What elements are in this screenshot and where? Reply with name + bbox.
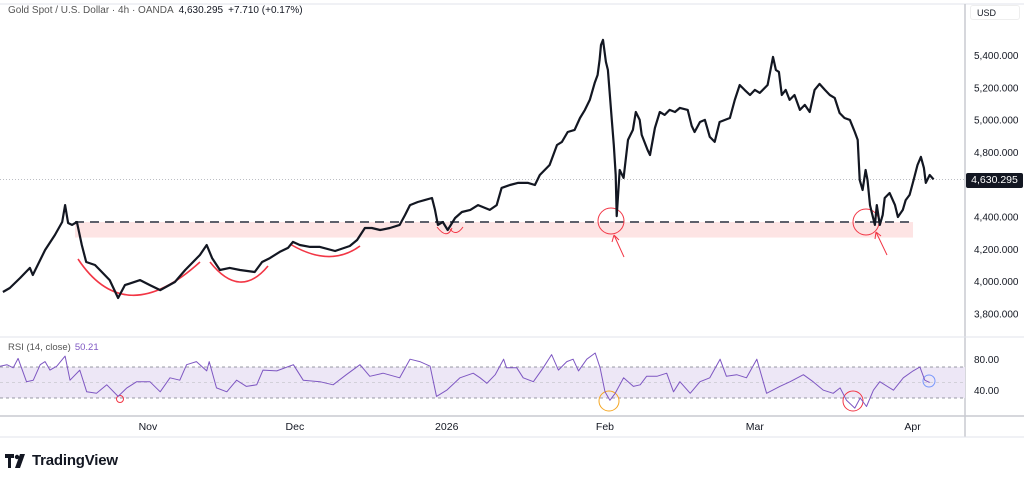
- rsi-band: [0, 366, 965, 399]
- last-price-tag: 4,630.295: [966, 173, 1023, 188]
- price-axis-ticks[interactable]: 5,400.000 5,200.000 5,000.000 4,800.000 4,40…: [974, 51, 1019, 321]
- rsi-series[interactable]: [0, 352, 930, 409]
- rsi-axis-ticks: 80.00 40.00: [974, 355, 999, 397]
- price-series[interactable]: [2, 38, 935, 300]
- currency-button[interactable]: USD: [970, 5, 1020, 20]
- cup-arc-1: [77, 258, 201, 296]
- rsi-circle-feb: [598, 390, 620, 412]
- rsi-circle-apr: [922, 374, 936, 388]
- price-tick-label: 3,800.000: [974, 310, 1019, 321]
- price-tick-label: 4,200.000: [974, 245, 1019, 256]
- price-tick-label: 5,200.000: [974, 83, 1019, 94]
- rsi-line: [0, 352, 930, 409]
- time-axis-ticks[interactable]: Nov Dec 2026 Feb Mar Apr: [139, 421, 922, 433]
- cup-arc-3: [289, 243, 361, 258]
- price-change: +7.710 (+0.17%): [228, 5, 303, 16]
- rsi-label: RSI (14, close): [8, 342, 71, 353]
- rsi-circle-nov: [116, 395, 124, 403]
- price-tick-label: 5,400.000: [974, 51, 1019, 62]
- symbol-legend[interactable]: Gold Spot / U.S. Dollar · 4h · OANDA 4,63…: [8, 5, 303, 16]
- time-tick-label: Dec: [286, 421, 305, 433]
- cup-arc-small-2: [449, 226, 464, 233]
- rsi-tick-label: 40.00: [974, 386, 999, 397]
- annotations[interactable]: [77, 207, 936, 412]
- time-tick-label: Mar: [746, 421, 765, 433]
- symbol-title: Gold Spot / U.S. Dollar · 4h · OANDA: [8, 5, 174, 16]
- last-price: 4,630.295: [178, 5, 224, 16]
- tradingview-logo[interactable]: TradingView: [5, 452, 118, 469]
- highlight-circle-feb: [597, 207, 625, 235]
- support-zone-rect: [75, 222, 913, 238]
- price-tick-label: 5,000.000: [974, 116, 1019, 127]
- arrow-mar: [874, 231, 888, 256]
- rsi-legend[interactable]: RSI (14, close) 50.21: [8, 342, 99, 353]
- price-line: [2, 38, 935, 300]
- arrow-feb: [611, 234, 625, 258]
- time-tick-label: Nov: [139, 421, 158, 433]
- time-tick-label: Feb: [596, 421, 614, 433]
- time-tick-label: 2026: [435, 421, 459, 433]
- brand-name: TradingView: [32, 452, 118, 469]
- cup-arc-2: [209, 261, 269, 283]
- support-zone[interactable]: [75, 221, 913, 238]
- price-tick-label: 4,000.000: [974, 277, 1019, 288]
- price-tick-label: 4,400.000: [974, 213, 1019, 224]
- tradingview-logo-icon: [5, 453, 25, 468]
- rsi-value: 50.21: [74, 342, 99, 353]
- time-tick-label: Apr: [904, 421, 921, 433]
- rsi-tick-label: 80.00: [974, 355, 999, 366]
- price-tick-label: 4,800.000: [974, 148, 1019, 159]
